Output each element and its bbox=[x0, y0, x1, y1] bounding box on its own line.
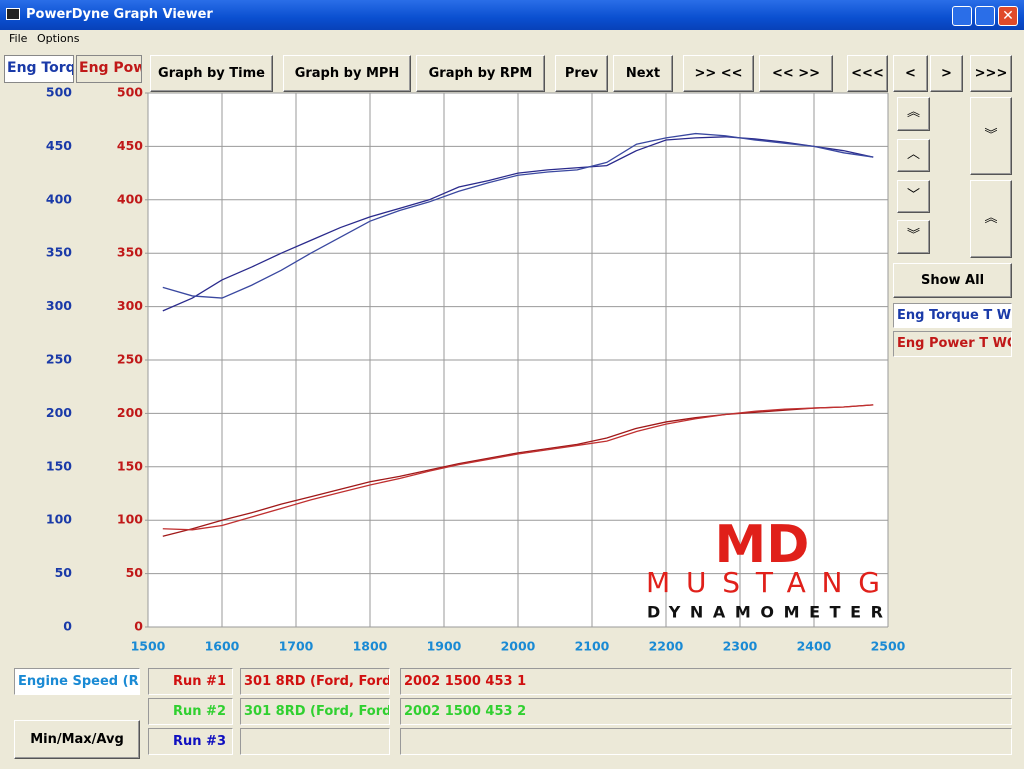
x-tick-label: 1900 bbox=[427, 639, 462, 654]
menu-item[interactable]: File bbox=[9, 32, 28, 45]
data-line bbox=[162, 136, 874, 312]
y2-tick-label: 150 bbox=[117, 458, 143, 473]
toolbar-button[interactable]: Graph by RPM bbox=[416, 55, 545, 92]
y-tick-label: 200 bbox=[46, 405, 72, 420]
run-engine: 301 8RD (Ford, Ford) bbox=[240, 668, 390, 695]
y-tick-label: 500 bbox=[46, 85, 72, 100]
y-tick-label: 300 bbox=[46, 298, 72, 313]
data-line bbox=[162, 132, 874, 299]
toolbar-button[interactable]: < bbox=[893, 55, 928, 92]
toolbar-button[interactable]: Prev bbox=[555, 55, 608, 92]
run-info: 2002 1500 453 1 bbox=[400, 668, 1012, 695]
run-label[interactable]: Run #1 bbox=[148, 668, 233, 695]
scroll-up-fast[interactable]: ︽ bbox=[897, 97, 930, 131]
menu-item[interactable]: Options bbox=[37, 32, 80, 45]
y2-tick-label: 350 bbox=[117, 245, 143, 260]
toolbar-button[interactable]: >> << bbox=[683, 55, 754, 92]
minimize-button[interactable] bbox=[952, 6, 972, 26]
run-info: 2002 1500 453 2 bbox=[400, 698, 1012, 725]
logo-sub: DYNAMOMETER bbox=[647, 603, 883, 622]
y-tick-label: 350 bbox=[46, 245, 72, 260]
logo: MD MUSTANG DYNAMOMETER bbox=[646, 515, 884, 622]
y-tick-label: 50 bbox=[55, 565, 73, 580]
toolbar-button[interactable]: <<< bbox=[847, 55, 888, 92]
toolbar-button[interactable]: >>> bbox=[970, 55, 1012, 92]
y-tick-label: 450 bbox=[46, 138, 72, 153]
zoom-in-y[interactable]: ︽ bbox=[970, 180, 1012, 258]
tab[interactable]: Eng Torq bbox=[4, 55, 74, 83]
scroll-up[interactable]: ︿ bbox=[897, 139, 930, 172]
x-tick-label: 2100 bbox=[575, 639, 610, 654]
y2-tick-label: 50 bbox=[126, 565, 144, 580]
data-line bbox=[162, 404, 874, 531]
data-line bbox=[162, 404, 874, 537]
x-tick-label: 2300 bbox=[723, 639, 758, 654]
x-tick-label: 2000 bbox=[501, 639, 536, 654]
x-tick-label: 1700 bbox=[279, 639, 314, 654]
run-label[interactable]: Run #3 bbox=[148, 728, 233, 755]
y-tick-label: 100 bbox=[46, 512, 72, 527]
y-tick-label: 250 bbox=[46, 352, 72, 367]
y2-tick-label: 300 bbox=[117, 298, 143, 313]
y2-tick-label: 200 bbox=[117, 405, 143, 420]
toolbar-button[interactable]: Next bbox=[613, 55, 673, 92]
x-tick-label: 1600 bbox=[205, 639, 240, 654]
y2-tick-label: 100 bbox=[117, 512, 143, 527]
y2-tick-label: 250 bbox=[117, 352, 143, 367]
app-icon bbox=[6, 8, 20, 20]
toolbar-button[interactable]: > bbox=[930, 55, 963, 92]
y-tick-label: 150 bbox=[46, 458, 72, 473]
y-tick-label: 400 bbox=[46, 191, 72, 206]
logo-name: MUSTANG bbox=[646, 566, 884, 599]
plot-area bbox=[148, 93, 888, 627]
channel-legend[interactable]: Eng Torque T WC bbox=[893, 303, 1012, 328]
title-bar: PowerDyne Graph Viewer bbox=[0, 0, 1024, 30]
run-info bbox=[400, 728, 1012, 755]
scroll-down-fast[interactable]: ︾ bbox=[897, 220, 930, 254]
tab[interactable]: Eng Powe bbox=[76, 55, 142, 83]
run-engine bbox=[240, 728, 390, 755]
y2-tick-label: 450 bbox=[117, 138, 143, 153]
x-tick-label: 2400 bbox=[797, 639, 832, 654]
zoom-out-y[interactable]: ︾ bbox=[970, 97, 1012, 175]
y2-tick-label: 500 bbox=[117, 85, 143, 100]
run-engine: 301 8RD (Ford, Ford) bbox=[240, 698, 390, 725]
toolbar-button[interactable]: Graph by MPH bbox=[283, 55, 411, 92]
x-tick-label: 1500 bbox=[131, 639, 166, 654]
x-channel[interactable]: Engine Speed (RI bbox=[14, 668, 140, 695]
channel-legend[interactable]: Eng Power T WC bbox=[893, 331, 1012, 357]
x-tick-label: 2500 bbox=[871, 639, 906, 654]
logo-mark: MD bbox=[715, 515, 810, 575]
min-max-avg-button[interactable]: Min/Max/Avg bbox=[14, 720, 140, 759]
y-tick-label: 0 bbox=[63, 619, 72, 634]
run-label[interactable]: Run #2 bbox=[148, 698, 233, 725]
toolbar-button[interactable]: << >> bbox=[759, 55, 833, 92]
y2-tick-label: 400 bbox=[117, 191, 143, 206]
x-tick-label: 2200 bbox=[649, 639, 684, 654]
maximize-button[interactable] bbox=[975, 6, 995, 26]
y2-tick-label: 0 bbox=[134, 619, 143, 634]
show-all-button[interactable]: Show All bbox=[893, 263, 1012, 298]
close-button[interactable]: ✕ bbox=[998, 6, 1018, 26]
x-tick-label: 1800 bbox=[353, 639, 388, 654]
scroll-down[interactable]: ﹀ bbox=[897, 180, 930, 213]
toolbar-button[interactable]: Graph by Time bbox=[150, 55, 273, 92]
